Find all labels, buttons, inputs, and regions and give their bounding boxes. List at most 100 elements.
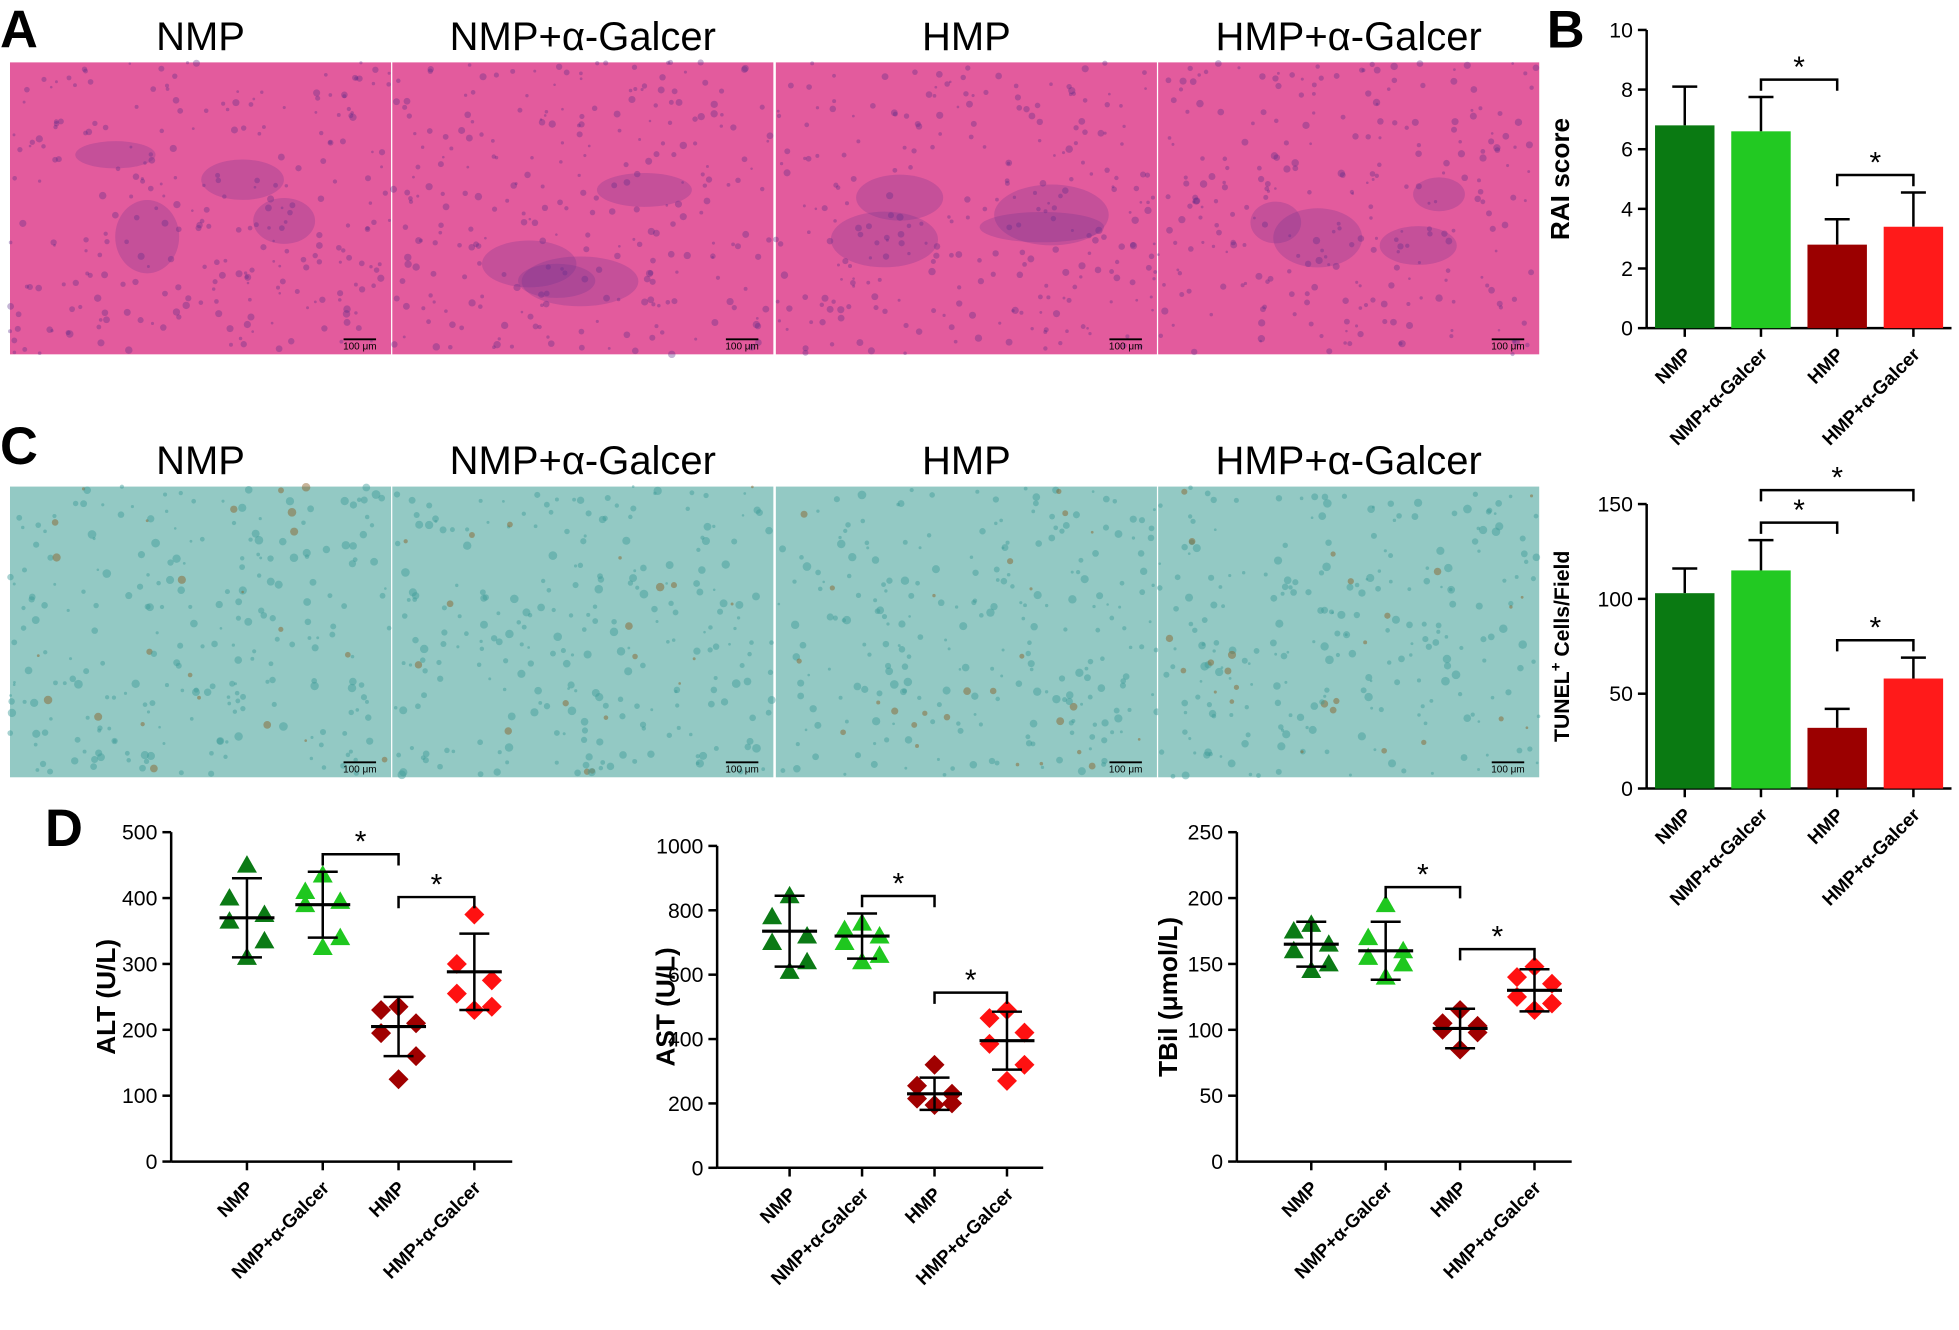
texture xyxy=(632,758,638,764)
texture xyxy=(541,204,549,211)
texture xyxy=(1482,658,1487,663)
texture xyxy=(915,580,920,586)
texture xyxy=(1199,180,1208,188)
texture xyxy=(413,512,420,519)
texture xyxy=(348,560,357,568)
texture xyxy=(1149,295,1153,299)
texture xyxy=(311,644,319,652)
texture xyxy=(434,519,438,523)
texture xyxy=(1369,679,1373,683)
texture xyxy=(1185,593,1194,602)
texture xyxy=(441,605,447,611)
texture xyxy=(468,532,475,538)
texture xyxy=(1186,288,1192,294)
y-tick-label: 0 xyxy=(1211,1151,1223,1174)
texture xyxy=(1286,650,1290,654)
texture xyxy=(731,242,735,247)
texture xyxy=(640,564,647,572)
texture xyxy=(396,752,402,758)
texture xyxy=(196,221,203,229)
texture xyxy=(369,523,375,528)
texture xyxy=(150,86,157,92)
texture xyxy=(191,498,197,504)
texture xyxy=(1532,64,1540,72)
texture xyxy=(1241,571,1246,575)
texture xyxy=(1079,275,1083,279)
texture xyxy=(1137,344,1143,349)
texture xyxy=(279,722,288,731)
significance-label: * xyxy=(1417,859,1429,892)
texture xyxy=(312,252,318,259)
texture xyxy=(1349,241,1355,248)
texture xyxy=(139,764,146,772)
texture xyxy=(1463,714,1472,723)
texture xyxy=(959,622,968,631)
texture xyxy=(1291,159,1299,167)
texture xyxy=(1370,706,1374,710)
texture xyxy=(1371,505,1375,509)
texture xyxy=(1509,605,1513,609)
texture xyxy=(826,613,834,621)
texture xyxy=(1358,67,1365,73)
texture xyxy=(393,491,401,498)
texture xyxy=(1420,82,1426,89)
texture xyxy=(802,294,809,300)
texture xyxy=(867,347,875,355)
texture xyxy=(425,183,433,191)
texture xyxy=(102,569,112,578)
texture xyxy=(1170,97,1177,104)
texture xyxy=(444,309,448,313)
texture xyxy=(338,260,342,264)
texture xyxy=(1440,585,1443,589)
texture xyxy=(815,569,821,576)
texture xyxy=(151,538,160,548)
texture xyxy=(384,587,387,590)
texture xyxy=(1229,713,1234,718)
texture xyxy=(1369,171,1376,177)
texture xyxy=(1193,197,1201,205)
texture xyxy=(537,324,542,330)
texture xyxy=(394,540,401,547)
texture xyxy=(812,753,819,761)
texture xyxy=(1056,717,1065,726)
texture xyxy=(776,109,780,113)
texture xyxy=(278,626,284,632)
y-tick-label: 200 xyxy=(668,1093,703,1116)
texture xyxy=(982,206,988,212)
texture xyxy=(1363,640,1368,645)
texture xyxy=(1388,553,1394,559)
texture xyxy=(1451,118,1459,126)
texture xyxy=(146,573,150,577)
texture xyxy=(573,564,578,568)
texture xyxy=(393,705,398,710)
texture xyxy=(1019,310,1024,315)
texture xyxy=(401,568,410,577)
texture xyxy=(1307,190,1312,195)
texture xyxy=(387,71,391,75)
texture xyxy=(1511,296,1518,302)
panel-letter: C xyxy=(0,418,38,476)
texture xyxy=(1406,621,1413,629)
texture xyxy=(390,185,398,193)
texture xyxy=(267,195,275,203)
texture xyxy=(8,240,13,245)
texture xyxy=(273,182,278,188)
texture xyxy=(29,593,36,601)
texture xyxy=(1451,228,1456,233)
texture xyxy=(1171,142,1175,146)
texture xyxy=(414,661,423,669)
texture xyxy=(860,518,866,524)
micrograph xyxy=(390,59,774,359)
texture xyxy=(784,148,791,155)
texture xyxy=(674,689,678,694)
y-tick-label: 300 xyxy=(122,953,157,976)
texture xyxy=(1477,549,1481,553)
texture xyxy=(681,181,684,184)
texture xyxy=(1216,229,1222,236)
texture xyxy=(459,325,465,331)
texture xyxy=(1125,334,1130,339)
texture xyxy=(1078,262,1086,270)
texture xyxy=(572,497,577,502)
texture xyxy=(148,152,154,157)
texture xyxy=(692,657,696,661)
